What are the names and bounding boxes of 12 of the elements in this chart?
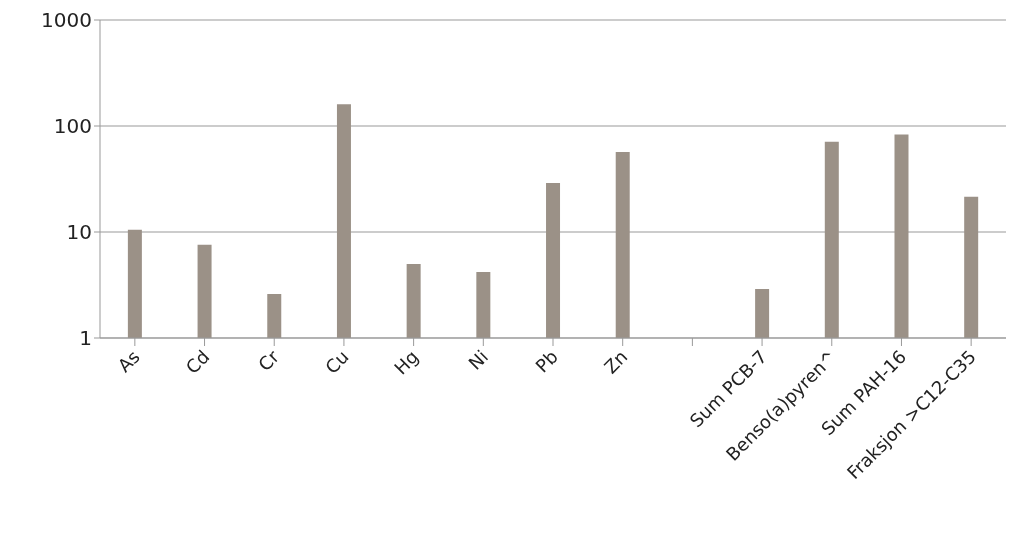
y-tick-label: 1000 — [41, 8, 92, 33]
x-tick-label: Cr — [254, 345, 284, 375]
x-tick-label: As — [113, 345, 144, 377]
y-tick-label: 10 — [66, 220, 92, 245]
x-tick-label: Hg — [389, 345, 423, 379]
y-tick-label: 1 — [79, 326, 92, 351]
x-tick-label: Zn — [599, 345, 632, 378]
x-tick-label: Ni — [464, 345, 493, 374]
x-tick-label: Cd — [181, 345, 214, 378]
y-tick-label: 100 — [53, 114, 92, 139]
x-tick-label: Cu — [320, 345, 353, 378]
x-tick-label: Pb — [531, 345, 562, 377]
